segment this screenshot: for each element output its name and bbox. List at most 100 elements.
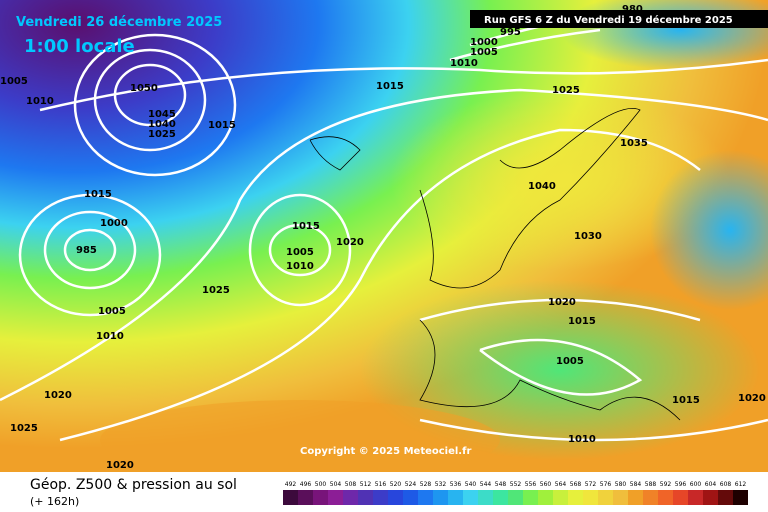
forecast-date: Vendredi 26 décembre 2025: [16, 15, 222, 30]
legend-label: 500: [315, 481, 327, 488]
isobar-label: 1015: [672, 395, 700, 406]
legend-label: 572: [585, 481, 597, 488]
legend-label: 552: [510, 481, 522, 488]
legend-swatch: [328, 490, 343, 505]
legend-swatch: [718, 490, 733, 505]
legend-swatch: [493, 490, 508, 505]
forecast-time: 1:00 locale: [24, 36, 135, 57]
legend-swatch: [523, 490, 538, 505]
legend-swatch: [538, 490, 553, 505]
isobar-label: 1000: [470, 37, 498, 48]
legend-swatch: [433, 490, 448, 505]
legend-label: 604: [705, 481, 717, 488]
isobar-label: 1005: [470, 47, 498, 58]
z500-ridge: [390, 90, 730, 270]
legend-swatch: [418, 490, 433, 505]
legend-label: 524: [405, 481, 417, 488]
coastlines: [309, 108, 681, 421]
z500-trough: [360, 280, 760, 460]
isobar-label: 1035: [620, 138, 648, 149]
legend-swatch: [388, 490, 403, 505]
legend-swatch: [613, 490, 628, 505]
isobar-label: 1015: [292, 221, 320, 232]
isobar-label: 1020: [336, 237, 364, 248]
isobar-label: 1010: [26, 96, 54, 107]
legend-swatch: [478, 490, 493, 505]
run-banner: [470, 10, 768, 28]
isobar-label: 1005: [556, 356, 584, 367]
isobars: [0, 18, 768, 442]
isobar-label: 1020: [548, 297, 576, 308]
isobar-label: 1020: [106, 460, 134, 471]
legend-label: 508: [345, 481, 357, 488]
legend-swatch: [283, 490, 298, 505]
legend: 492 496 500 504 508 512 516 520 524 528 532 536 540 5…: [283, 481, 748, 505]
footer-title: Géop. Z500 & pression au sol: [30, 477, 237, 493]
legend-label: 568: [570, 481, 582, 488]
legend-label: 580: [615, 481, 627, 488]
z500-low: [650, 150, 768, 310]
legend-swatch: [703, 490, 718, 505]
legend-swatch: [358, 490, 373, 505]
isobar-label: 1045: [148, 109, 176, 120]
isobar-label: 1010: [450, 58, 478, 69]
legend-swatch: [688, 490, 703, 505]
legend-label: 612: [735, 481, 747, 488]
isobar-labels: 1005101010501045104010251015101599510001…: [0, 4, 766, 471]
legend-label: 516: [375, 481, 387, 488]
isobar-label: 1010: [286, 261, 314, 272]
legend-swatch: [463, 490, 478, 505]
legend-label: 588: [645, 481, 657, 488]
legend-label: 528: [420, 481, 432, 488]
legend-label: 600: [690, 481, 702, 488]
z500-high: [100, 400, 500, 480]
legend-label: 584: [630, 481, 642, 488]
isobar-label: 1020: [44, 390, 72, 401]
isobar-label: 1010: [96, 331, 124, 342]
legend-label: 592: [660, 481, 672, 488]
isobar-label: 1040: [528, 181, 556, 192]
legend-label: 576: [600, 481, 612, 488]
isobar-label: 1005: [286, 247, 314, 258]
legend-swatch: [508, 490, 523, 505]
isobar-label: 1000: [100, 218, 128, 229]
lead-time: (+ 162h): [30, 495, 79, 508]
isobar-label: 980: [622, 4, 643, 15]
legend-label: 548: [495, 481, 507, 488]
legend-label: 564: [555, 481, 567, 488]
isobar-label: 1040: [148, 119, 176, 130]
legend-label: 608: [720, 481, 732, 488]
isobar-label: 1005: [98, 306, 126, 317]
isobar-label: 985: [76, 245, 97, 256]
legend-swatch: [298, 490, 313, 505]
legend-swatch: [403, 490, 418, 505]
legend-swatch: [673, 490, 688, 505]
legend-label: 540: [465, 481, 477, 488]
isobar-label: 1015: [568, 316, 596, 327]
run-info: Run GFS 6 Z du Vendredi 19 décembre 2025: [484, 14, 733, 26]
isobar-label: 995: [500, 27, 521, 38]
legend-label: 536: [450, 481, 462, 488]
legend-swatch: [373, 490, 388, 505]
isobar-label: 1025: [202, 285, 230, 296]
legend-swatch: [313, 490, 328, 505]
legend-label: 544: [480, 481, 492, 488]
isobar-label: 1025: [148, 129, 176, 140]
legend-label: 492: [285, 481, 297, 488]
legend-swatch: [448, 490, 463, 505]
isobar-label: 1030: [574, 231, 602, 242]
legend-swatch: [568, 490, 583, 505]
legend-swatch: [628, 490, 643, 505]
legend-swatch: [553, 490, 568, 505]
legend-swatch: [583, 490, 598, 505]
copyright: Copyright © 2025 Meteociel.fr: [300, 446, 471, 457]
legend-swatch: [733, 490, 748, 505]
legend-label: 532: [435, 481, 447, 488]
legend-label: 496: [300, 481, 312, 488]
legend-label: 556: [525, 481, 537, 488]
legend-swatch: [658, 490, 673, 505]
isobar-label: 1005: [0, 76, 28, 87]
legend-swatch: [643, 490, 658, 505]
isobar-label: 1025: [552, 85, 580, 96]
